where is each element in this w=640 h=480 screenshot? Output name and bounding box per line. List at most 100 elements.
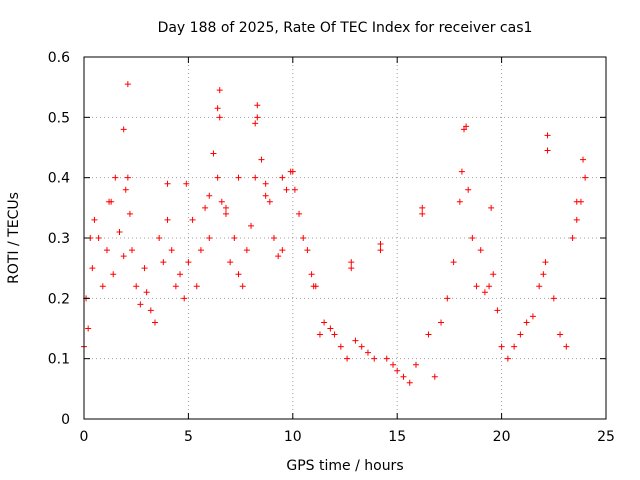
y-tick-label: 0.4 <box>48 171 70 187</box>
data-point <box>438 319 445 326</box>
data-point <box>116 228 123 235</box>
data-point <box>262 192 269 199</box>
data-point <box>85 325 92 332</box>
data-point <box>172 283 179 290</box>
data-point <box>120 126 127 133</box>
data-point <box>235 271 242 278</box>
data-point <box>291 186 298 193</box>
y-tick-label: 0 <box>61 412 70 428</box>
data-point <box>517 331 524 338</box>
data-point <box>419 210 426 217</box>
data-point <box>463 123 470 130</box>
data-point <box>271 235 278 241</box>
data-point <box>400 373 407 380</box>
data-point <box>348 259 355 266</box>
data-point <box>337 343 344 350</box>
data-point <box>231 235 238 241</box>
data-point <box>147 307 154 314</box>
x-tick-label: 25 <box>597 429 615 445</box>
data-point <box>494 307 501 314</box>
data-point <box>216 114 223 121</box>
data-point <box>580 156 587 163</box>
data-point <box>120 253 127 260</box>
data-point <box>189 216 196 223</box>
data-point <box>103 247 110 254</box>
data-point <box>425 331 432 338</box>
data-point <box>458 168 465 175</box>
data-point <box>461 126 468 133</box>
data-point <box>283 186 290 193</box>
data-point <box>582 174 589 181</box>
x-tick-label: 10 <box>284 429 302 445</box>
data-point <box>143 289 150 296</box>
data-point <box>266 198 273 205</box>
data-point <box>477 247 484 254</box>
axis-ticks <box>83 56 607 420</box>
data-point <box>377 247 384 254</box>
data-point <box>193 283 200 290</box>
data-point <box>177 271 184 278</box>
data-point <box>327 325 334 332</box>
data-point <box>569 235 576 241</box>
data-point <box>383 355 390 362</box>
data-point <box>419 204 426 211</box>
y-axis-label: ROTI / TECUs <box>6 192 22 284</box>
data-point <box>254 114 261 121</box>
data-point <box>352 337 359 344</box>
data-point <box>308 271 315 278</box>
data-point <box>573 216 580 223</box>
data-point <box>544 132 551 139</box>
data-point <box>504 355 511 362</box>
data-point <box>289 168 296 175</box>
data-point <box>89 265 96 272</box>
data-point <box>316 331 323 338</box>
data-point <box>214 174 221 181</box>
data-point <box>406 379 413 386</box>
data-point <box>490 271 497 278</box>
x-tick-label: 20 <box>493 429 511 445</box>
data-point <box>185 259 192 266</box>
data-point <box>321 319 328 326</box>
data-point <box>390 361 397 368</box>
data-point <box>304 247 311 254</box>
data-point <box>216 87 223 94</box>
data-point <box>160 259 167 266</box>
data-point <box>550 295 557 302</box>
data-point <box>300 235 307 241</box>
data-point <box>544 147 551 154</box>
data-point <box>377 241 384 248</box>
data-point <box>181 295 188 302</box>
data-point <box>563 343 570 350</box>
data-point <box>275 253 282 260</box>
data-point <box>168 247 175 254</box>
data-point <box>206 192 213 199</box>
axis-tick-labels: 0 5 10 15 20 25 0 0.1 0.2 0.3 0.4 0.5 0.6 <box>48 50 615 445</box>
data-point <box>529 313 536 320</box>
data-point <box>486 283 493 290</box>
data-point <box>364 349 371 356</box>
data-point <box>279 247 286 254</box>
data-point <box>126 210 133 217</box>
x-tick-label: 0 <box>80 429 89 445</box>
data-point <box>481 289 488 296</box>
data-point <box>252 120 259 127</box>
data-point <box>110 271 117 278</box>
data-point <box>210 150 217 157</box>
data-point <box>95 235 102 241</box>
data-point <box>536 283 543 290</box>
y-tick-label: 0.5 <box>48 110 70 126</box>
y-tick-label: 0.3 <box>48 231 70 247</box>
data-point <box>218 198 225 205</box>
data-point <box>183 180 190 187</box>
data-point <box>202 204 209 211</box>
data-point <box>252 174 259 181</box>
data-point <box>129 247 136 254</box>
data-point <box>262 180 269 187</box>
data-point <box>296 210 303 217</box>
data-point <box>222 210 229 217</box>
data-point <box>248 222 255 229</box>
data-point <box>258 156 265 163</box>
data-point <box>122 186 129 193</box>
